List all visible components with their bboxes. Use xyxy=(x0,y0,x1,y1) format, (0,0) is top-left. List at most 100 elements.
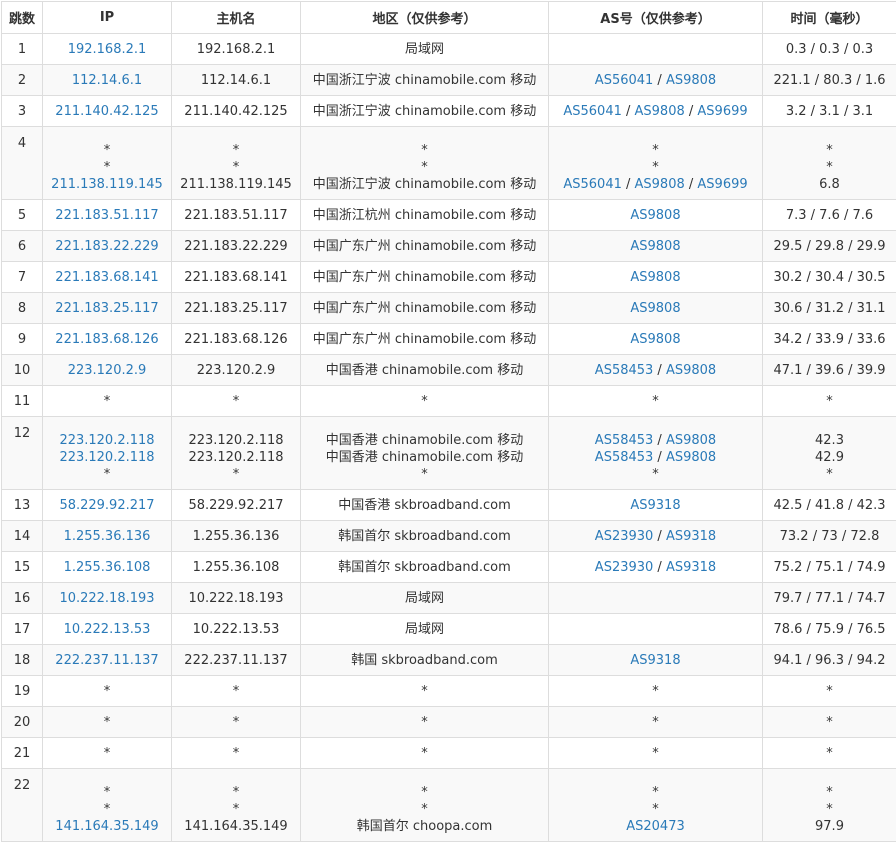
ip-link[interactable]: 211.138.119.145 xyxy=(43,176,171,193)
ip-link[interactable]: 211.140.42.125 xyxy=(43,103,171,120)
hostname-cell: 192.168.2.1 xyxy=(172,34,301,65)
ip-link: * xyxy=(43,745,171,762)
as-number-link[interactable]: AS56041 xyxy=(595,73,654,88)
region-text: 中国浙江杭州 chinamobile.com 移动 xyxy=(301,207,548,224)
as-placeholder: * xyxy=(652,802,659,817)
as-number-link[interactable]: AS9808 xyxy=(630,208,680,223)
as-number-link[interactable]: AS9318 xyxy=(630,653,680,668)
hostname: 223.120.2.9 xyxy=(172,362,300,379)
ip-link[interactable]: 58.229.92.217 xyxy=(43,497,171,514)
as-number-link[interactable]: AS9808 xyxy=(630,332,680,347)
hostname: 1.255.36.136 xyxy=(172,528,300,545)
ip-link[interactable]: 223.120.2.118 xyxy=(43,432,171,449)
hostname-cell: 1.255.36.108 xyxy=(172,552,301,583)
region-text: 中国广东广州 chinamobile.com 移动 xyxy=(301,238,548,255)
ip-link[interactable]: 1.255.36.136 xyxy=(43,528,171,545)
region-text-cell: 中国浙江宁波 chinamobile.com 移动 xyxy=(301,65,549,96)
hop-number: 22 xyxy=(2,769,43,842)
as-number-link[interactable]: AS9808 xyxy=(630,239,680,254)
as-number-cell: AS58453 / AS9808 xyxy=(549,355,763,386)
ip-link[interactable]: 192.168.2.1 xyxy=(43,41,171,58)
hostname: * xyxy=(172,142,300,159)
as-number-cell: AS9808 xyxy=(549,324,763,355)
ip-link-cell: 221.183.68.126 xyxy=(43,324,172,355)
as-number-link[interactable]: AS9318 xyxy=(666,529,716,544)
ip-link[interactable]: 223.120.2.9 xyxy=(43,362,171,379)
hostname-cell: * xyxy=(172,738,301,769)
table-row: 22**141.164.35.149**141.164.35.149**韩国首尔… xyxy=(2,769,896,842)
time-value: * xyxy=(763,683,896,700)
ip-link[interactable]: 221.183.25.117 xyxy=(43,300,171,317)
time-value: 34.2 / 33.9 / 33.6 xyxy=(763,331,896,348)
region-text: 中国浙江宁波 chinamobile.com 移动 xyxy=(301,103,548,120)
as-number-link[interactable]: AS20473 xyxy=(626,819,685,834)
as-number-link[interactable]: AS56041 xyxy=(563,177,622,192)
ip-link[interactable]: 141.164.35.149 xyxy=(43,818,171,835)
ip-link[interactable]: 112.14.6.1 xyxy=(43,72,171,89)
ip-link[interactable]: 221.183.51.117 xyxy=(43,207,171,224)
ip-link[interactable]: 223.120.2.118 xyxy=(43,449,171,466)
region-text: 韩国首尔 choopa.com xyxy=(301,818,548,835)
as-number-link[interactable]: AS9808 xyxy=(666,73,716,88)
time-value-cell: **97.9 xyxy=(763,769,896,842)
as-number-link[interactable]: AS23930 xyxy=(595,529,654,544)
hop-number: 21 xyxy=(2,738,43,769)
as-placeholder: * xyxy=(652,785,659,800)
hostname: * xyxy=(172,683,300,700)
table-row: 21***** xyxy=(2,738,896,769)
hostname: * xyxy=(172,159,300,176)
hop-number: 1 xyxy=(2,34,43,65)
as-number-link[interactable]: AS56041 xyxy=(563,104,622,119)
as-number-link[interactable]: AS9808 xyxy=(635,177,685,192)
as-line: AS9318 xyxy=(549,652,762,669)
time-value: * xyxy=(763,159,896,176)
as-number-link[interactable]: AS23930 xyxy=(595,560,654,575)
as-line: * xyxy=(549,745,762,762)
ip-link: * xyxy=(43,801,171,818)
hop-number: 8 xyxy=(2,293,43,324)
ip-link[interactable]: 222.237.11.137 xyxy=(43,652,171,669)
as-line: AS9808 xyxy=(549,331,762,348)
as-number-link[interactable]: AS9699 xyxy=(697,104,747,119)
as-number-link[interactable]: AS9808 xyxy=(666,450,716,465)
as-number-link[interactable]: AS9808 xyxy=(635,104,685,119)
as-number-link[interactable]: AS9808 xyxy=(630,301,680,316)
as-number-link[interactable]: AS9808 xyxy=(666,433,716,448)
ip-link[interactable]: 10.222.18.193 xyxy=(43,590,171,607)
as-line xyxy=(549,41,762,58)
as-number-link[interactable]: AS9318 xyxy=(666,560,716,575)
region-text: * xyxy=(301,683,548,700)
time-value-cell: * xyxy=(763,738,896,769)
as-line: * xyxy=(549,714,762,731)
as-number-link[interactable]: AS58453 xyxy=(595,363,654,378)
ip-link[interactable]: 10.222.13.53 xyxy=(43,621,171,638)
region-text: 中国香港 chinamobile.com 移动 xyxy=(301,362,548,379)
ip-link[interactable]: 221.183.68.141 xyxy=(43,269,171,286)
as-number-link[interactable]: AS58453 xyxy=(595,450,654,465)
as-number-link[interactable]: AS9808 xyxy=(630,270,680,285)
hostname-cell: * xyxy=(172,386,301,417)
as-number-cell: AS23930 / AS9318 xyxy=(549,552,763,583)
ip-link[interactable]: 1.255.36.108 xyxy=(43,559,171,576)
as-number-cell: * xyxy=(549,738,763,769)
hop-number: 15 xyxy=(2,552,43,583)
ip-link[interactable]: 221.183.22.229 xyxy=(43,238,171,255)
hostname-cell: **211.138.119.145 xyxy=(172,127,301,200)
hostname-cell: 221.183.22.229 xyxy=(172,231,301,262)
region-text-cell: 中国广东广州 chinamobile.com 移动 xyxy=(301,293,549,324)
time-value: 221.1 / 80.3 / 1.6 xyxy=(763,72,896,89)
as-number-link[interactable]: AS58453 xyxy=(595,433,654,448)
time-value: * xyxy=(763,745,896,762)
ip-link[interactable]: 221.183.68.126 xyxy=(43,331,171,348)
as-number-link[interactable]: AS9699 xyxy=(697,177,747,192)
ip-link-cell: 10.222.13.53 xyxy=(43,614,172,645)
hop-number: 14 xyxy=(2,521,43,552)
time-value-cell: 3.2 / 3.1 / 3.1 xyxy=(763,96,896,127)
time-value: 30.2 / 30.4 / 30.5 xyxy=(763,269,896,286)
as-number-link[interactable]: AS9318 xyxy=(630,498,680,513)
region-text-cell: 中国浙江杭州 chinamobile.com 移动 xyxy=(301,200,549,231)
as-number-link[interactable]: AS9808 xyxy=(666,363,716,378)
